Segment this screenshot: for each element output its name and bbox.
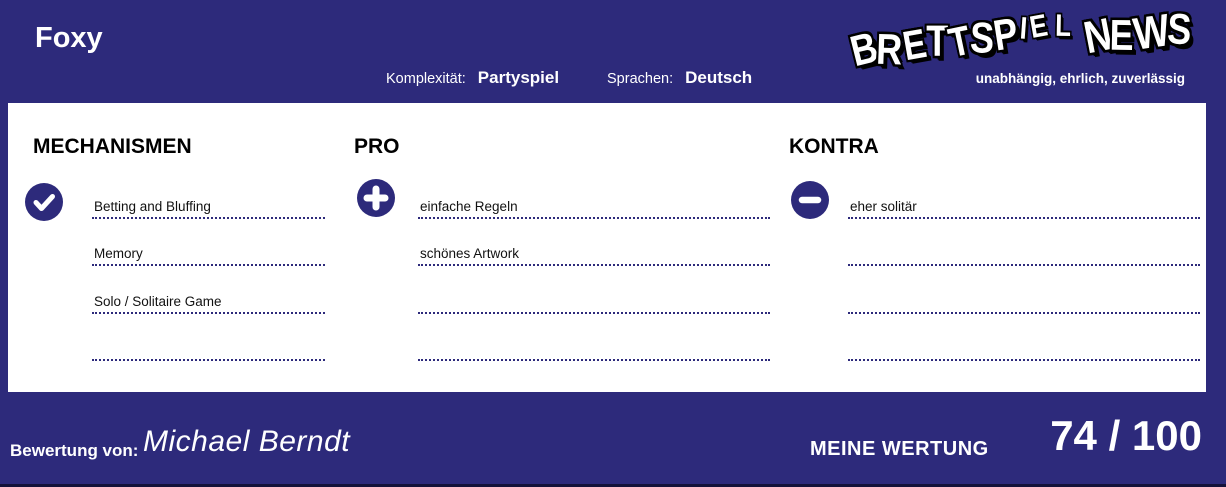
complexity-field: Komplexität: Partyspiel: [386, 68, 559, 88]
pro-line: [418, 339, 770, 361]
complexity-value: Partyspiel: [477, 68, 560, 87]
plus-icon: [357, 179, 395, 217]
contra-line: [848, 339, 1200, 361]
pro-line: einfache Regeln: [418, 197, 770, 219]
rating-label: MEINE WERTUNG: [810, 438, 989, 460]
logo-tagline: unabhängig, ehrlich, zuverlässig: [975, 71, 1185, 86]
mechanism-line: Solo / Solitaire Game: [92, 292, 325, 314]
contra-line: [848, 244, 1200, 266]
page-title: Foxy: [35, 22, 103, 54]
complexity-label: Komplexität:: [386, 71, 466, 87]
contra-line: eher solitär: [848, 197, 1200, 219]
pro-line: [418, 292, 770, 314]
languages-field: Sprachen: Deutsch: [607, 68, 752, 88]
contra-line: [848, 292, 1200, 314]
bottom-edge-strip: [0, 484, 1226, 487]
languages-label: Sprachen:: [607, 71, 674, 87]
review-panel: [8, 103, 1206, 392]
languages-value: Deutsch: [685, 68, 753, 87]
review-by-label: Bewertung von:: [10, 441, 139, 460]
mechanism-line: [92, 339, 325, 361]
contra-heading: KONTRA: [789, 135, 879, 158]
minus-icon: [791, 181, 829, 219]
reviewer-name: Michael Berndt: [143, 425, 351, 458]
check-icon: [25, 183, 63, 221]
mechanism-line: Memory: [92, 244, 325, 266]
mechanisms-heading: MECHANISMEN: [33, 135, 192, 158]
rating-value: 74 / 100: [1050, 412, 1202, 459]
pro-heading: PRO: [354, 135, 400, 158]
pro-line: schönes Artwork: [418, 244, 770, 266]
mechanism-line: Betting and Bluffing: [92, 197, 325, 219]
